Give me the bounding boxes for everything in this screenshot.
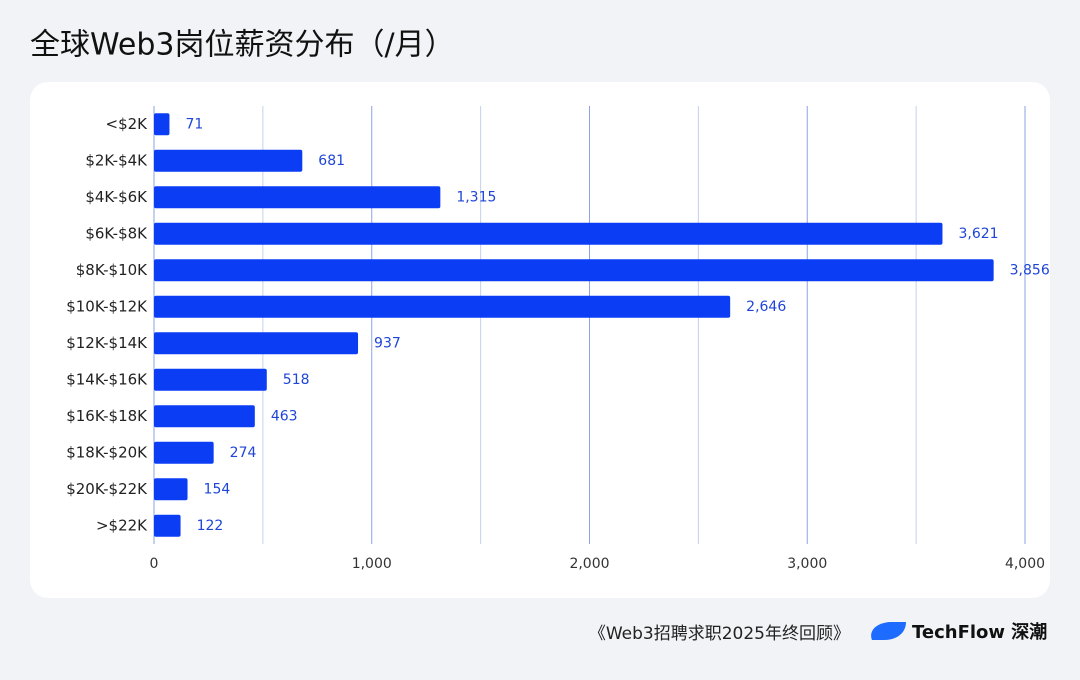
footer-source: 《Web3招聘求职2025年终回顾》 [589, 624, 850, 644]
y-tick-label: >$22K [96, 516, 148, 534]
y-tick-label: $4K-$6K [85, 188, 148, 206]
bar [154, 259, 994, 282]
y-tick-label: $8K-$10K [76, 261, 148, 279]
bar [154, 441, 214, 464]
y-tick-label: $14K-$16K [66, 370, 148, 388]
y-tick-label: $20K-$22K [66, 480, 148, 498]
bar [154, 113, 170, 136]
y-tick-label: $12K-$14K [66, 334, 148, 352]
footer-brand: TechFlow 深潮 [912, 621, 1047, 643]
y-tick-label: $2K-$4K [85, 151, 148, 169]
bar [154, 186, 441, 209]
value-label: 518 [283, 372, 310, 388]
value-label: 154 [204, 481, 231, 497]
y-tick-label: $18K-$20K [66, 443, 148, 461]
y-tick-label: $10K-$12K [66, 297, 148, 315]
chart-card [30, 82, 1050, 598]
x-tick-label: 2,000 [569, 556, 609, 572]
brand-logo [871, 622, 906, 640]
value-label: 681 [318, 153, 345, 169]
bar [154, 368, 267, 391]
bar [154, 295, 731, 318]
value-label: 3,621 [958, 226, 998, 242]
y-tick-label: <$2K [106, 115, 149, 133]
x-tick-label: 1,000 [352, 556, 392, 572]
value-label: 2,646 [746, 299, 786, 315]
y-tick-label: $16K-$18K [66, 407, 148, 425]
value-label: 937 [374, 335, 401, 351]
value-label: 71 [185, 116, 203, 132]
value-label: 274 [230, 445, 257, 461]
chart-title: 全球Web3岗位薪资分布（/月） [30, 28, 455, 63]
bar [154, 514, 181, 537]
y-tick-label: $6K-$8K [85, 224, 148, 242]
bar [154, 149, 303, 172]
bar [154, 222, 943, 245]
bar [154, 405, 255, 428]
value-label: 3,856 [1010, 262, 1050, 278]
bar [154, 478, 188, 501]
value-label: 1,315 [456, 189, 496, 205]
bar [154, 332, 359, 355]
value-label: 463 [271, 408, 298, 424]
x-tick-label: 4,000 [1005, 556, 1045, 572]
x-tick-label: 0 [150, 556, 159, 572]
value-label: 122 [197, 518, 224, 534]
x-tick-label: 3,000 [787, 556, 827, 572]
